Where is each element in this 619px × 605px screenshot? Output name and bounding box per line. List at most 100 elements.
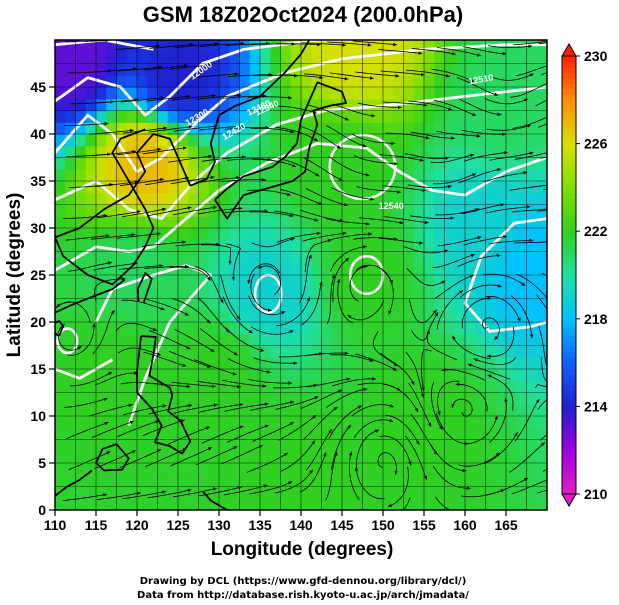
field-cell-451 — [167, 369, 179, 382]
field-cell-750 — [239, 145, 251, 159]
streamline-arrow-175 — [369, 358, 374, 362]
field-cell-1261 — [372, 251, 384, 264]
field-cell-1900 — [536, 263, 547, 276]
field-cell-868 — [270, 169, 282, 182]
field-cell-1497 — [434, 298, 446, 311]
field-cell-510 — [178, 145, 189, 159]
field-cell-1127 — [342, 416, 353, 429]
field-cell-443 — [167, 463, 179, 476]
field-cell-1040 — [321, 498, 333, 510]
field-cell-856 — [270, 310, 282, 323]
field-cell-1005 — [311, 439, 323, 452]
field-cell-1655 — [475, 322, 487, 335]
field-cell-1808 — [516, 404, 528, 417]
streamline-45 — [119, 178, 164, 187]
field-cell-578 — [198, 286, 210, 300]
field-cell-936 — [290, 310, 302, 323]
field-cell-342 — [137, 239, 148, 253]
streamline-arrow-275 — [455, 382, 460, 386]
field-cell-1856 — [526, 310, 538, 323]
field-cell-1191 — [352, 134, 364, 147]
field-cell-1456 — [424, 310, 435, 323]
field-cell-563 — [198, 463, 210, 476]
field-cell-1288 — [383, 404, 394, 417]
field-cell-308 — [126, 169, 138, 182]
colorbar-segment-9 — [562, 439, 576, 446]
field-cell-1328 — [393, 404, 405, 417]
field-cell-1056 — [321, 310, 333, 323]
field-cell-23 — [55, 228, 66, 241]
field-cell-1428 — [413, 169, 425, 182]
field-cell-525 — [188, 439, 200, 452]
field-cell-1276 — [372, 75, 384, 88]
field-cell-739 — [239, 275, 251, 288]
field-cell-237 — [106, 63, 118, 76]
field-cell-33 — [55, 110, 66, 123]
streamline-263 — [457, 255, 501, 267]
field-cell-902 — [280, 239, 292, 253]
field-cell-391 — [147, 134, 159, 147]
streamline-59 — [144, 265, 189, 269]
field-cell-365 — [147, 439, 159, 452]
streamline-arrow-293 — [467, 363, 472, 367]
streamline-arrow-142 — [306, 297, 311, 301]
streamline-arrow-94 — [228, 260, 232, 265]
field-cell-1343 — [393, 228, 405, 241]
colorbar-segment-24 — [562, 357, 576, 364]
field-cell-769 — [249, 392, 261, 405]
field-cell-1662 — [475, 239, 487, 253]
field-cell-692 — [229, 357, 241, 370]
field-cell-1734 — [495, 333, 507, 347]
field-cell-403 — [157, 463, 169, 476]
field-cell-1888 — [536, 404, 547, 417]
field-cell-1644 — [475, 451, 487, 464]
field-cell-44 — [65, 451, 77, 464]
field-cell-249 — [116, 392, 128, 405]
field-cell-1617 — [465, 298, 476, 311]
field-cell-270 — [116, 145, 128, 159]
field-cell-1078 — [321, 51, 333, 65]
field-cell-1402 — [413, 474, 425, 488]
field-cell-1793 — [506, 110, 517, 123]
field-cell-1085 — [331, 439, 343, 452]
field-cell-1052 — [321, 357, 333, 370]
field-cell-928 — [290, 404, 302, 417]
field-cell-1263 — [372, 228, 384, 241]
streamline-arrow-281 — [529, 238, 533, 243]
streamline-arrow-173 — [363, 387, 368, 392]
streamline-292 — [487, 374, 514, 411]
field-cell-1526 — [444, 427, 456, 441]
field-cell-669 — [219, 157, 230, 170]
streamline-arrow-278 — [494, 336, 499, 340]
field-cell-895 — [280, 322, 292, 335]
field-cell-955 — [290, 87, 302, 100]
field-cell-394 — [147, 98, 159, 112]
field-cell-944 — [290, 216, 302, 229]
streamline-arrow-206 — [408, 461, 412, 466]
field-cell-980 — [301, 263, 312, 276]
field-cell-78 — [65, 51, 77, 65]
streamline-arrow-193 — [336, 278, 341, 283]
field-cell-1525 — [444, 439, 456, 452]
field-cell-233 — [106, 110, 118, 123]
field-cell-618 — [208, 286, 220, 300]
streamline-26 — [91, 234, 136, 240]
streamline-arrow-23 — [56, 303, 61, 308]
field-cell-1316 — [383, 75, 394, 88]
streamline-172 — [328, 405, 362, 439]
field-cell-1147 — [342, 181, 353, 194]
streamline-70 — [168, 426, 210, 445]
field-cell-154 — [85, 98, 97, 112]
field-cell-612 — [208, 357, 220, 370]
field-cell-346 — [137, 192, 148, 206]
field-cell-581 — [198, 251, 210, 264]
field-cell-1096 — [331, 310, 343, 323]
colorbar-segment-8 — [562, 444, 576, 451]
field-cell-1205 — [362, 439, 374, 452]
streamline-149 — [275, 127, 319, 142]
field-cell-200 — [106, 498, 118, 510]
field-cell-356 — [137, 75, 148, 88]
field-cell-1728 — [495, 404, 507, 417]
field-cell-1074 — [321, 98, 333, 112]
field-cell-621 — [208, 251, 220, 264]
